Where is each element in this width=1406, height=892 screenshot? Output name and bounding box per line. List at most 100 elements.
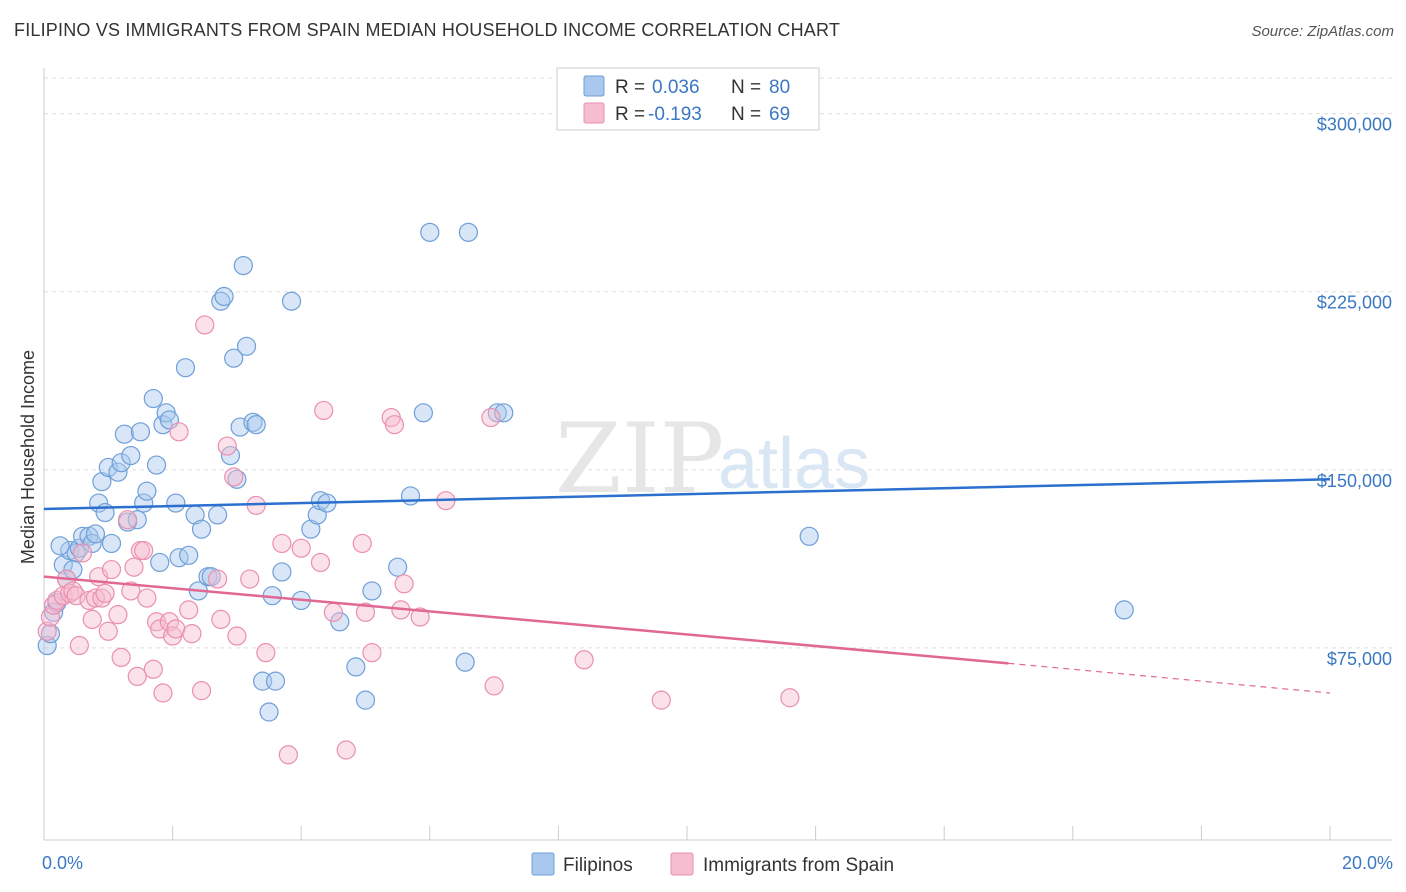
spain-point [217,436,237,456]
spain-point [121,581,141,601]
filipino-point [53,555,73,575]
spain-point [69,635,89,656]
spain-point [85,588,106,608]
filipino-point [150,552,170,573]
series-legend: Filipinos Immigrants from Spain [531,852,894,876]
chart-title: FILIPINO VS IMMIGRANTS FROM SPAIN MEDIAN… [14,20,841,40]
filipino-point [355,690,376,710]
spain-point [98,621,118,641]
spain-trend-line [43,575,1009,665]
spain-point [362,643,382,663]
spain-point [40,607,61,627]
filipino-point [233,255,253,276]
filipino-point [85,524,106,544]
spain-point [484,676,504,696]
series-legend-label-filipinos: Filipinos [563,855,633,876]
spain-point [124,557,144,577]
filipino-point [101,533,122,554]
filipino-point [98,457,118,478]
spain-point [574,650,594,670]
legend-n-value-2: 69 [769,104,790,125]
spain-point [384,415,405,435]
filipino-point [1114,600,1134,620]
legend-r-label-2: R = [615,104,645,125]
spain-point [179,600,199,620]
filipino-point [114,424,134,444]
spain-point [211,609,231,630]
filipino-point [166,493,186,513]
filipino-point [272,562,292,582]
filipino-point [143,388,163,409]
spain-point [66,586,86,606]
spain-point [134,540,154,561]
spain-point [227,626,247,646]
legend-n-value-1: 80 [769,77,790,98]
spain-point [153,683,173,703]
spain-point [780,688,800,708]
filipino-point [137,481,157,501]
filipino-point [236,336,257,356]
filipino-point [413,403,433,423]
spain-point [127,666,147,687]
filipino-point [281,291,302,311]
spain-point [182,624,202,644]
filipino-point [455,652,475,672]
legend-n-label-2: N = [731,104,761,125]
spain-point [111,647,131,668]
legend-swatch-spain [583,102,605,124]
filipino-point [37,635,57,656]
x-tick-label-max: 20.0% [1342,853,1393,873]
filipino-point [458,222,478,242]
filipino-point [346,657,366,677]
filipino-point [330,612,350,632]
spain-point [481,407,501,428]
filipino-point [362,581,382,601]
filipino-point [246,415,266,435]
filipino-point [40,624,61,644]
spain-point [323,602,343,622]
trend-layer [43,478,1331,694]
spain-point [336,740,356,760]
spain-point [240,569,260,589]
filipino-point [50,536,70,556]
filipino-point [259,702,279,722]
stats-legend: R = 0.036 N = 80 R = -0.193 N = 69 [556,67,820,131]
filipino-point [214,286,234,307]
spain-point [278,745,298,765]
source-label: Source: ZipAtlas.com [1251,23,1394,40]
legend-r-value-2: -0.193 [648,104,702,125]
spain-point [137,588,157,608]
filipino-point [243,412,263,432]
series-legend-swatch-filipinos [531,852,555,876]
filipino-point [111,453,131,473]
filipino-point [146,455,167,475]
filipino-point [130,422,151,442]
spain-point [272,533,292,554]
spain-point [195,315,215,335]
spain-point [410,607,430,627]
filipino-point [127,510,147,530]
series-legend-swatch-spain [670,852,694,876]
filipino-point [420,222,440,242]
filipino-point [191,519,212,539]
filipino-point [208,505,228,525]
filipino-point [400,486,421,506]
legend-swatch-filipinos [583,75,605,97]
legend-r-label-1: R = [615,77,645,98]
y-axis-title: Median Household Income [18,350,38,564]
spain-point [166,619,186,639]
x-tick-label-min: 0.0% [42,853,83,873]
filipino-point [175,358,196,378]
y-tick-label: $150,000 [1317,471,1392,491]
spain-trend-line-extension [1008,662,1331,694]
spain-point [651,690,671,710]
y-tick-label: $225,000 [1317,293,1392,313]
spain-point [108,605,128,625]
spain-point [191,681,212,701]
legend-n-label-1: N = [731,77,761,98]
tick-label-layer: $75,000 $150,000 $225,000 $300,000 0.0% 20.0% [42,115,1393,873]
spain-point [355,602,376,622]
spain-point [224,467,244,487]
watermark: ZIP atlas [555,403,870,515]
